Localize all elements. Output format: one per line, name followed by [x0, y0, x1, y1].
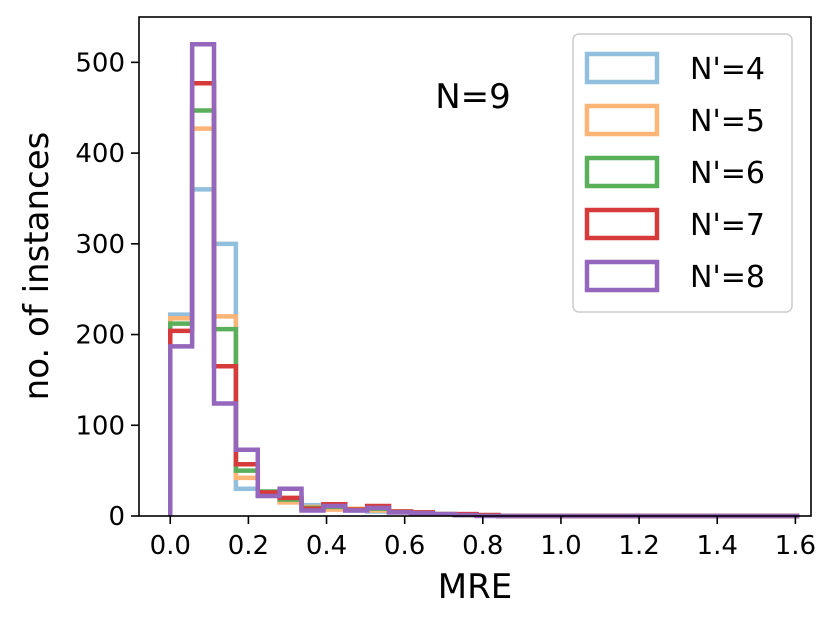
histogram-series-5 [168, 41, 800, 519]
x-tick-label: 0.6 [384, 531, 425, 561]
legend-swatch [584, 259, 660, 293]
legend-label: N'=8 [690, 260, 765, 295]
y-tick-label: 300 [75, 230, 125, 260]
x-axis-label: MRE [438, 567, 512, 607]
y-tick-label: 500 [75, 48, 125, 78]
x-tick-label: 0.8 [462, 531, 503, 561]
plot-area [168, 41, 800, 519]
x-tick-label: 1.0 [540, 531, 581, 561]
y-tick-label: 200 [75, 321, 125, 351]
y-tick-label: 0 [108, 502, 125, 532]
legend-swatch [584, 207, 660, 241]
x-tick-label: 1.4 [697, 531, 738, 561]
y-tick-label: 400 [75, 139, 125, 169]
x-tick-label: 0.0 [150, 531, 191, 561]
y-tick-label: 100 [75, 411, 125, 441]
legend-swatch [584, 51, 660, 85]
legend-label: N'=6 [690, 156, 765, 191]
x-axis-ticks: 0.0 0.2 0.4 0.6 0.8 1.0 1.2 1.4 1.6 [150, 516, 816, 561]
legend-label: N'=7 [690, 208, 765, 243]
legend: N'=4 N'=5 N'=6 N'=7 N'=8 [572, 33, 793, 313]
legend-label: N'=4 [690, 52, 765, 87]
x-tick-label: 1.2 [618, 531, 659, 561]
annotation-text: N=9 [435, 77, 511, 117]
axes-frame [138, 16, 812, 517]
x-tick-label: 0.4 [306, 531, 347, 561]
legend-frame [572, 33, 793, 313]
y-axis-label: no. of instances [17, 132, 57, 401]
legend-label: N'=5 [690, 104, 765, 139]
x-tick-label: 0.2 [228, 531, 269, 561]
legend-swatch [584, 103, 660, 137]
x-tick-label: 1.6 [775, 531, 816, 561]
y-axis-ticks: 0 100 200 300 400 500 [75, 48, 139, 532]
legend-swatch [584, 155, 660, 189]
